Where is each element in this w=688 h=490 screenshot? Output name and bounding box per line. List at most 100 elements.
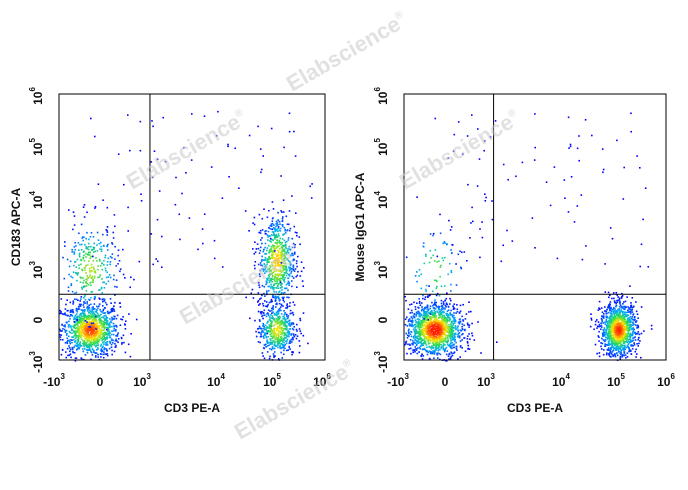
event-dot <box>429 342 431 344</box>
event-dot <box>415 332 417 335</box>
event-dot <box>283 344 286 347</box>
event-dot <box>96 332 99 335</box>
event-dot <box>423 335 425 337</box>
event-dot <box>60 353 63 356</box>
event-dot <box>288 324 290 326</box>
event-dot <box>86 211 88 214</box>
event-dot <box>450 283 452 286</box>
event-dot <box>623 352 626 355</box>
event-dot <box>86 301 88 303</box>
event-dot <box>257 310 260 313</box>
event-dot <box>608 335 610 337</box>
event-dot <box>100 345 102 347</box>
event-dot <box>288 346 291 349</box>
event-dot <box>627 335 630 338</box>
event-dot <box>438 321 440 324</box>
event-dot <box>623 321 626 324</box>
event-dot <box>627 314 630 316</box>
event-dot <box>620 329 623 331</box>
event-dot <box>412 341 415 344</box>
event-dot <box>275 223 277 225</box>
event-dot <box>104 326 106 329</box>
event-dot <box>279 281 282 284</box>
event-dot <box>257 341 260 343</box>
event-dot <box>99 298 101 300</box>
event-dot <box>71 332 73 334</box>
event-dot <box>275 329 278 331</box>
event-dot <box>468 311 470 313</box>
event-dot <box>90 327 92 329</box>
event-dot <box>413 334 416 337</box>
event-dot <box>440 335 443 338</box>
event-dot <box>285 253 288 255</box>
event-dot <box>617 341 620 343</box>
event-dot <box>283 349 285 352</box>
event-dot <box>282 353 285 356</box>
event-dot <box>103 315 106 317</box>
event-dot <box>77 340 79 343</box>
event-dot <box>440 307 443 310</box>
event-dot <box>278 239 281 242</box>
event-dot <box>429 249 432 252</box>
event-dot <box>75 307 78 310</box>
event-dot <box>629 323 632 326</box>
event-dot <box>269 331 272 333</box>
event-dot <box>279 339 282 341</box>
event-dot <box>78 319 80 321</box>
event-dot <box>271 201 274 203</box>
event-dot <box>466 338 469 340</box>
event-dot <box>271 285 273 288</box>
event-dot <box>610 318 613 321</box>
event-dot <box>454 320 457 322</box>
event-dot <box>255 335 258 338</box>
event-dot <box>294 155 297 157</box>
event-dot <box>605 312 608 315</box>
event-dot <box>445 302 448 304</box>
event-dot <box>290 272 292 274</box>
event-dot <box>418 341 420 343</box>
event-dot <box>418 311 420 314</box>
event-dot <box>79 305 82 307</box>
event-dot <box>425 321 427 323</box>
event-dot <box>72 310 74 313</box>
event-dot <box>109 324 111 327</box>
event-dot <box>278 324 281 326</box>
event-dot <box>93 242 95 245</box>
event-dot <box>253 223 256 226</box>
event-dot <box>617 327 619 329</box>
event-dot <box>66 333 68 335</box>
event-dot <box>445 329 448 331</box>
event-dot <box>68 354 71 357</box>
event-dot <box>286 257 288 260</box>
event-dot <box>422 319 424 321</box>
event-dot <box>414 319 417 322</box>
event-dot <box>262 335 265 338</box>
event-dot <box>460 266 462 269</box>
event-dot <box>435 316 437 318</box>
event-dot <box>83 295 86 298</box>
event-dot <box>446 310 449 312</box>
event-dot <box>68 209 70 211</box>
event-dot <box>275 270 278 272</box>
event-dot <box>78 333 81 336</box>
event-dot <box>434 350 436 352</box>
event-dot <box>449 303 451 305</box>
event-dot <box>615 302 617 305</box>
event-dot <box>414 351 416 353</box>
event-dot <box>273 330 275 332</box>
event-dot <box>424 311 427 313</box>
event-dot <box>119 306 122 308</box>
event-dot <box>277 342 279 345</box>
event-dot <box>79 345 81 348</box>
event-dot <box>87 310 89 312</box>
event-dot <box>272 318 275 321</box>
event-dot <box>280 303 283 306</box>
event-dot <box>422 327 425 329</box>
event-dot <box>415 328 417 331</box>
event-dot <box>93 315 95 318</box>
event-dot <box>115 330 117 332</box>
event-dot <box>103 317 105 320</box>
event-dot <box>272 234 275 237</box>
event-dot <box>270 333 273 335</box>
event-dot <box>276 287 278 289</box>
